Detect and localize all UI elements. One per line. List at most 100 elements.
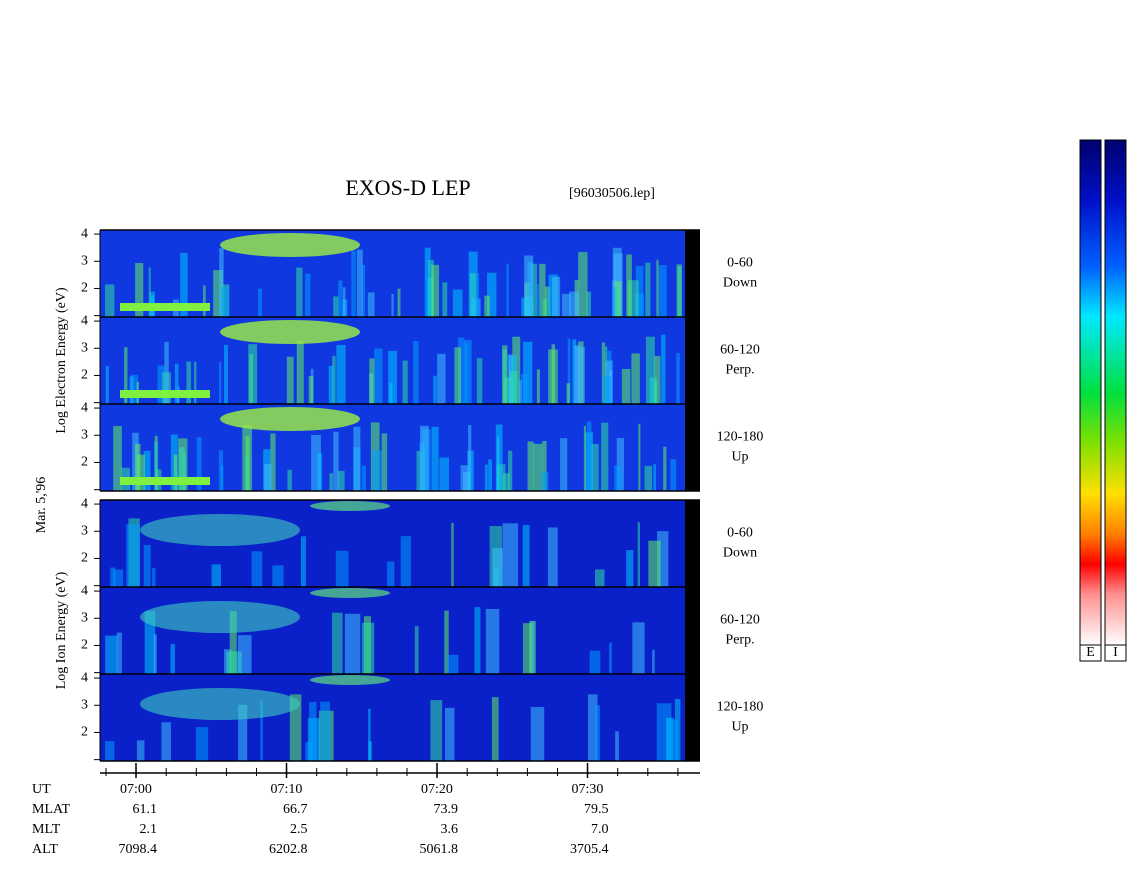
spectrogram-texture [333,296,339,317]
spectrogram-texture [371,450,382,491]
spectrogram-texture [351,250,356,317]
spectrogram-texture [310,501,390,511]
spectrogram-texture [220,407,360,431]
colorbar-label-box [1104,644,1127,662]
spectrogram-texture [221,465,224,491]
spectrogram-texture [474,607,481,674]
spectrogram-texture [476,358,483,404]
spectrogram-texture [595,569,605,587]
direction-label: Down [723,276,757,291]
spectrogram-texture [414,626,419,674]
spectrogram-texture [397,288,401,317]
colorbar-label: I [1113,645,1118,660]
spectrogram-texture [621,368,631,404]
spectrogram-texture [587,694,598,761]
spectrogram-texture [402,360,408,404]
y-tick-label: 2 [81,455,88,470]
axis-label: Log Electron Energy (eV) [54,287,69,434]
spectrogram-texture [248,344,258,404]
spectrogram-texture [136,454,145,491]
spectrogram-texture [430,700,443,761]
spectrogram-texture [203,285,206,317]
spectrogram-texture [361,622,375,674]
spectrogram-texture [552,276,561,317]
spectrogram-texture [586,421,592,491]
y-tick-label: 2 [81,281,88,296]
spectrogram-texture [310,675,390,685]
spectrogram-texture [468,425,472,491]
spectrogram-texture [492,548,503,587]
orbit-value: 5061.8 [420,842,459,857]
spectrogram-texture [120,477,210,485]
spectrogram-texture [135,443,141,491]
spectrogram-texture [539,263,546,317]
ut-label: 07:10 [271,782,303,797]
spectrogram-texture [495,424,503,491]
spectrogram-texture [196,437,202,491]
title: EXOS-D LEP [345,175,470,200]
spectrogram-texture [595,705,600,761]
spectrogram-texture [531,263,538,317]
spectrogram-texture [180,252,188,317]
spectrogram-texture [654,382,657,404]
spectrogram-texture [264,463,272,491]
axis-label: Log Ion Energy (eV) [54,571,69,689]
spectrogram-texture [305,741,312,761]
spectrogram-texture [353,426,361,491]
spectrogram-texture [219,248,224,317]
colorbar-label-box [1079,644,1102,662]
spectrogram-texture [502,349,507,404]
spectrogram-texture [296,340,304,404]
spectrogram-texture [427,260,434,317]
spectrogram-texture [658,265,667,317]
y-tick-label: 3 [81,523,88,538]
spectrogram-texture [661,334,666,404]
spectrogram-texture [542,440,547,491]
spectrogram-texture [135,263,144,317]
spectrogram-texture [632,622,645,674]
spectrogram-texture [305,273,311,317]
spectrogram-texture [174,363,179,404]
spectrogram-texture [211,564,221,587]
spectrogram-texture [110,567,116,587]
colorbars [1079,139,1127,662]
spectrogram-texture [153,634,157,674]
direction-label: Up [731,450,748,465]
spectrogram-texture [419,425,429,491]
spectrogram-texture [361,265,366,317]
orbit-row-label: MLT [32,822,61,837]
spectrogram-texture [614,465,621,491]
spectrogram-texture [148,267,151,317]
spectrogram-texture [161,722,171,761]
spectrogram-texture [676,264,682,317]
spectrogram-texture [154,435,158,491]
orbit-value: 6202.8 [269,842,308,857]
spectrogram-texture [143,544,151,587]
y-tick-label: 4 [81,400,88,415]
y-tick-label: 4 [81,496,88,511]
spectrogram-texture [361,465,366,491]
orbit-value: 2.5 [290,822,308,837]
spectrogram-texture [332,612,343,674]
ut-label: 07:30 [572,782,604,797]
spectrogram-texture [374,348,383,404]
data-gap [685,230,700,317]
angle-label: 0-60 [727,526,753,541]
orbit-value: 3.6 [441,822,459,837]
spectrogram-texture [485,608,500,674]
spectrogram-texture [652,649,655,674]
spectrogram-texture [368,741,372,761]
spectrogram-texture [523,341,533,404]
spectrogram-texture [336,345,346,404]
spectrogram-texture [463,471,471,491]
spectrogram-texture [136,740,145,761]
spectrogram-texture [645,336,655,404]
spectrogram-texture [542,299,547,317]
data-gap [685,500,700,587]
spectrogram-texture [164,341,169,404]
spectrogram-texture [475,273,480,317]
spectrogram-texture [131,374,138,404]
spectrogram-texture [270,433,276,491]
spectrogram-texture [320,701,330,761]
spectrogram-texture [488,459,492,491]
